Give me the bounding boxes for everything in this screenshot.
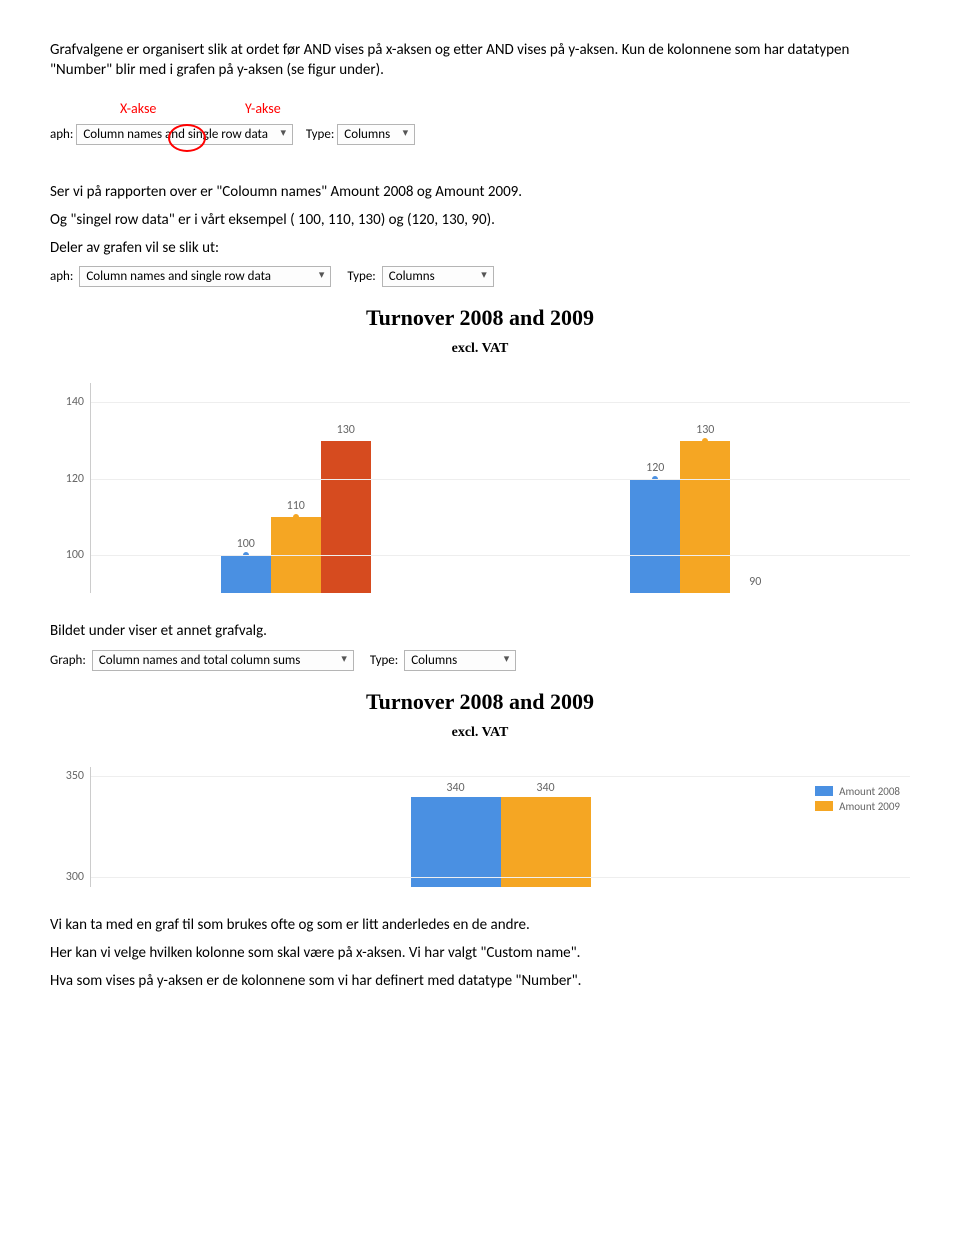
bar-value-label: 100: [237, 537, 255, 551]
bar-value-label: 130: [337, 423, 355, 437]
type-dropdown-label: Type:: [370, 653, 398, 668]
graph-dropdown[interactable]: Column names and single row data: [79, 266, 331, 287]
bar-marker-icon: [702, 438, 708, 444]
legend-swatch-icon: [815, 786, 833, 796]
graph-dropdown[interactable]: Column names and single row data: [76, 124, 293, 145]
x-axis-annotation: X-akse: [120, 100, 156, 117]
graph-dropdown[interactable]: Column names and total column sums: [92, 650, 354, 671]
body-paragraph: Bildet under viser et annet grafvalg.: [50, 621, 910, 641]
y-axis-annotation: Y-akse: [245, 100, 281, 117]
type-dropdown[interactable]: Columns: [404, 650, 516, 671]
legend-label: Amount 2009: [839, 800, 900, 813]
type-dropdown-label: Type:: [347, 269, 375, 284]
legend-item: Amount 2008: [815, 785, 900, 798]
graph-dropdown-label: Graph:: [50, 653, 86, 668]
intro-paragraph: Grafvalgene er organisert slik at ordet …: [50, 40, 910, 81]
chart-bar: 100: [221, 555, 271, 593]
type-dropdown-label: Type:: [306, 127, 334, 142]
chart-title: Turnover 2008 and 2009: [50, 689, 910, 715]
chart-bar-group: 12013090: [501, 383, 911, 593]
legend-swatch-icon: [815, 801, 833, 811]
bar-value-label: 110: [287, 499, 305, 513]
chart-bar: 130: [680, 441, 730, 594]
chart-bar-group: 100 110 130: [91, 383, 501, 593]
bar-value-label: 90: [749, 575, 761, 589]
body-paragraph: Deler av grafen vil se slik ut:: [50, 238, 910, 258]
dropdown-row-1: aph: Column names and single row data Ty…: [50, 127, 415, 142]
chart-subtitle: excl. VAT: [50, 341, 910, 357]
chart-plot-area: 340340: [90, 767, 910, 887]
graph-dropdown-label: aph:: [50, 269, 73, 284]
chart-title: Turnover 2008 and 2009: [50, 305, 910, 331]
bar-marker-icon: [293, 514, 299, 520]
type-dropdown[interactable]: Columns: [382, 266, 494, 287]
chart-turnover-1: Turnover 2008 and 2009 excl. VAT 1401201…: [50, 305, 910, 593]
bar-value-label: 340: [536, 781, 554, 795]
legend-item: Amount 2009: [815, 800, 900, 813]
axis-annotation-row: X-akse Y-akse: [50, 99, 910, 118]
y-tick-label: 350: [66, 769, 84, 783]
body-paragraph: Vi kan ta med en graf til som brukes oft…: [50, 915, 910, 935]
legend-label: Amount 2008: [839, 785, 900, 798]
y-tick-label: 140: [66, 395, 84, 409]
chart-bar: 340: [501, 797, 591, 887]
graph-dropdown-label: aph:: [50, 127, 73, 142]
chart-bar: 340: [411, 797, 501, 887]
chart-plot-area: 10011013012013090: [90, 383, 910, 593]
chart-subtitle: excl. VAT: [50, 725, 910, 741]
y-tick-label: 300: [66, 870, 84, 884]
chart-bar: 120: [630, 479, 680, 594]
chart-y-axis: 350 300: [50, 767, 90, 887]
dropdown-row-3: Graph: Column names and total column sum…: [50, 650, 910, 671]
chart-turnover-2: Turnover 2008 and 2009 excl. VAT 350300 …: [50, 689, 910, 887]
chart-y-axis: 140 120 100: [50, 383, 90, 593]
dropdown-row-2: aph: Column names and single row data Ty…: [50, 266, 910, 287]
y-tick-label: 120: [66, 472, 84, 486]
type-dropdown[interactable]: Columns: [337, 124, 415, 145]
chart-bar: 130: [321, 441, 371, 594]
body-paragraph: Her kan vi velge hvilken kolonne som ska…: [50, 943, 910, 963]
body-paragraph: Hva som vises på y-aksen er de kolonnene…: [50, 971, 910, 991]
y-tick-label: 100: [66, 548, 84, 562]
bar-value-label: 120: [646, 461, 664, 475]
bar-value-label: 340: [446, 781, 464, 795]
bar-value-label: 130: [696, 423, 714, 437]
body-paragraph: Ser vi på rapporten over er "Coloumn nam…: [50, 182, 910, 202]
body-paragraph: Og "singel row data" er i vårt eksempel …: [50, 210, 910, 230]
chart-legend: Amount 2008 Amount 2009: [815, 785, 900, 815]
